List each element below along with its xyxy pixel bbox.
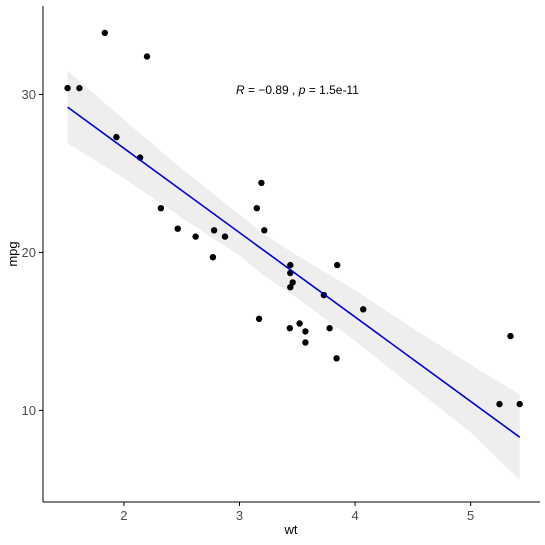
correlation-annotation: R = −0.89 , p = 1.5e-11 xyxy=(236,83,359,97)
y-axis-title: mpg xyxy=(5,241,20,266)
x-tick-label: 2 xyxy=(120,508,127,523)
data-point xyxy=(334,261,341,269)
data-point xyxy=(76,84,83,92)
data-point xyxy=(192,233,199,240)
r-symbol: R xyxy=(236,83,245,97)
data-point xyxy=(261,227,268,234)
data-point xyxy=(113,133,120,141)
x-axis-title: wt xyxy=(284,522,298,537)
r-value: = −0.89 , xyxy=(245,83,299,97)
ticks-layer: 2 3 4 5 10 20 30 xyxy=(22,87,475,523)
data-point xyxy=(143,53,151,60)
x-tick-label: 4 xyxy=(351,508,358,523)
data-point xyxy=(360,306,367,313)
data-point xyxy=(296,320,303,327)
data-point xyxy=(253,205,260,212)
data-point xyxy=(289,279,296,286)
points-layer xyxy=(64,29,523,408)
axes-layer xyxy=(42,6,540,503)
data-point xyxy=(221,233,229,240)
data-point xyxy=(101,29,109,37)
p-symbol: p xyxy=(298,83,306,97)
data-point xyxy=(210,227,218,234)
data-point xyxy=(326,325,333,332)
data-point xyxy=(287,284,294,291)
y-tick-label: 10 xyxy=(22,403,36,418)
y-tick-label: 20 xyxy=(22,245,36,260)
fit-line-layer xyxy=(67,106,521,438)
data-point xyxy=(516,400,523,408)
data-point xyxy=(286,325,293,332)
data-point xyxy=(302,328,309,335)
x-tick-label: 3 xyxy=(236,508,243,523)
data-point xyxy=(255,315,263,322)
p-value: = 1.5e-11 xyxy=(305,83,359,97)
confidence-band-layer xyxy=(67,70,520,480)
data-point xyxy=(507,332,514,340)
data-point xyxy=(258,179,265,187)
data-point xyxy=(64,84,71,92)
confidence-band xyxy=(67,70,520,480)
data-point xyxy=(157,205,165,212)
regression-line xyxy=(67,106,521,438)
data-point xyxy=(209,254,217,261)
data-point xyxy=(174,225,181,232)
y-tick-label: 30 xyxy=(22,87,36,102)
data-point xyxy=(333,355,340,362)
data-point xyxy=(302,339,309,346)
data-point xyxy=(287,261,294,269)
data-point xyxy=(496,400,503,408)
x-tick-label: 5 xyxy=(467,508,474,523)
